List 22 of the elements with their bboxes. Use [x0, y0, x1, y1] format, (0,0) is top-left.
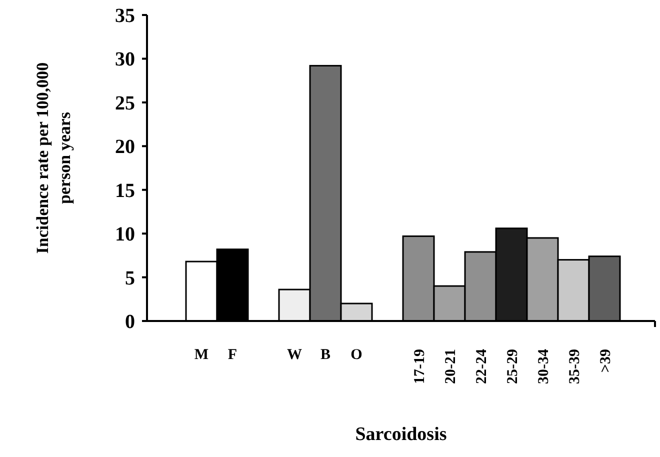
- x-tick-label: O: [350, 347, 362, 363]
- x-tick-label: M: [194, 347, 209, 363]
- x-tick-label: B: [320, 347, 331, 363]
- y-axis-title: Incidence rate per 100,000 person years: [33, 62, 74, 254]
- y-tick-label: 25: [115, 92, 135, 114]
- x-tick-label: 25-29: [504, 349, 521, 384]
- x-tick-label: 30-34: [536, 348, 552, 384]
- y-tick-label: 5: [125, 267, 135, 290]
- x-tick-label: 17-19: [412, 349, 428, 384]
- x-tick-label: 22-24: [474, 348, 490, 384]
- y-tick-label: 20: [115, 136, 135, 158]
- y-tick-label: 0: [125, 311, 135, 333]
- x-tick-label: W: [287, 347, 302, 363]
- x-tick-label: >39: [598, 349, 614, 373]
- y-tick-label: 15: [115, 180, 135, 202]
- y-tick-label: 35: [115, 5, 135, 27]
- x-tick-label: F: [228, 347, 238, 363]
- y-tick-label: 10: [115, 224, 135, 246]
- x-axis-title: Sarcoidosis: [355, 424, 447, 445]
- x-tick-label: 20-21: [442, 349, 459, 384]
- y-tick-label: 30: [115, 48, 135, 71]
- x-tick-label: 35-39: [566, 349, 583, 384]
